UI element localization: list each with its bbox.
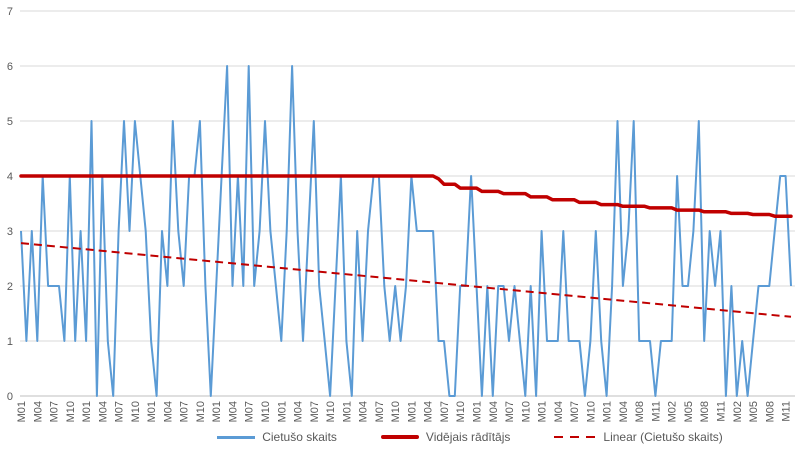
- x-tick-label: M01: [471, 401, 483, 422]
- x-tick-label: M07: [244, 401, 256, 422]
- x-tick-label: M08: [699, 401, 711, 422]
- series-line-cietuso-skaits: [20, 65, 792, 397]
- legend-item-cietuso-skaits: Cietušo skaits: [217, 430, 337, 444]
- x-tick-label: M01: [81, 401, 93, 422]
- x-tick-label: M07: [569, 401, 581, 422]
- x-tick-label: M11: [716, 401, 728, 422]
- x-tick-label: M04: [358, 401, 370, 422]
- x-tick-label: M04: [227, 401, 239, 422]
- x-tick-label: M08: [764, 401, 776, 422]
- x-tick-label: M10: [195, 401, 207, 422]
- x-tick-label: M07: [439, 401, 451, 422]
- legend-item-videjais-raditajs: Vidējais rādītājs: [380, 430, 511, 444]
- x-tick-label: M10: [455, 401, 467, 422]
- x-tick-label: M05: [748, 401, 760, 422]
- x-tick-label: M10: [65, 401, 77, 422]
- x-tick-label: M04: [162, 401, 174, 422]
- x-tick-label: M05: [683, 401, 695, 422]
- x-tick-label: M01: [537, 401, 549, 422]
- legend-swatch-linear-trend: [554, 436, 597, 438]
- x-tick-label: M01: [341, 401, 353, 422]
- x-tick-label: M01: [146, 401, 158, 422]
- x-tick-label: M07: [114, 401, 126, 422]
- chart-legend: Cietušo skaits Vidējais rādītājs Linear …: [140, 430, 800, 444]
- x-tick-label: M02: [667, 401, 679, 422]
- x-tick-label: M08: [634, 401, 646, 422]
- x-tick-label: M01: [16, 401, 28, 422]
- x-tick-label: M11: [781, 401, 793, 422]
- y-tick-label: 6: [7, 61, 13, 73]
- x-tick-label: M04: [97, 401, 109, 422]
- series-line-videjais-raditajs: [19, 174, 793, 218]
- x-tick-label: M10: [520, 401, 532, 422]
- legend-label-cietuso-skaits: Cietušo skaits: [262, 430, 337, 444]
- trendline-linear: [20, 242, 792, 318]
- legend-label-linear-trend: Linear (Cietušo skaits): [603, 430, 723, 444]
- x-tick-label: M01: [406, 401, 418, 422]
- x-tick-label: M10: [390, 401, 402, 422]
- y-tick-label: 3: [7, 226, 13, 238]
- x-tick-label: M04: [618, 401, 630, 422]
- y-tick-label: 2: [7, 281, 13, 293]
- x-tick-label: M01: [602, 401, 614, 422]
- x-tick-label: M10: [585, 401, 597, 422]
- x-tick-label: M10: [260, 401, 272, 422]
- y-tick-label: 1: [7, 336, 13, 348]
- legend-label-videjais-raditajs: Vidējais rādītājs: [425, 430, 511, 444]
- x-tick-label: M07: [309, 401, 321, 422]
- x-tick-label: M02: [732, 401, 744, 422]
- y-tick-label: 7: [7, 6, 13, 18]
- x-tick-label: M01: [276, 401, 288, 422]
- legend-swatch-videjais-raditajs: [380, 435, 419, 439]
- y-tick-label: 0: [7, 391, 13, 403]
- y-tick-label: 5: [7, 116, 13, 128]
- x-tick-label: M04: [553, 401, 565, 422]
- x-tick-label: M04: [423, 401, 435, 422]
- legend-item-linear-trend: Linear (Cietušo skaits): [554, 430, 723, 444]
- x-tick-label: M04: [488, 401, 500, 422]
- x-tick-label: M11: [650, 401, 662, 422]
- x-tick-label: M07: [179, 401, 191, 422]
- x-tick-label: M10: [130, 401, 142, 422]
- x-tick-label: M04: [32, 401, 44, 422]
- x-tick-label: M07: [374, 401, 386, 422]
- y-tick-label: 4: [7, 171, 13, 183]
- x-tick-label: M07: [504, 401, 516, 422]
- x-tick-label: M01: [211, 401, 223, 422]
- x-tick-label: M07: [49, 401, 61, 422]
- x-tick-label: M10: [325, 401, 337, 422]
- x-tick-label: M04: [293, 401, 305, 422]
- legend-swatch-cietuso-skaits: [217, 435, 256, 439]
